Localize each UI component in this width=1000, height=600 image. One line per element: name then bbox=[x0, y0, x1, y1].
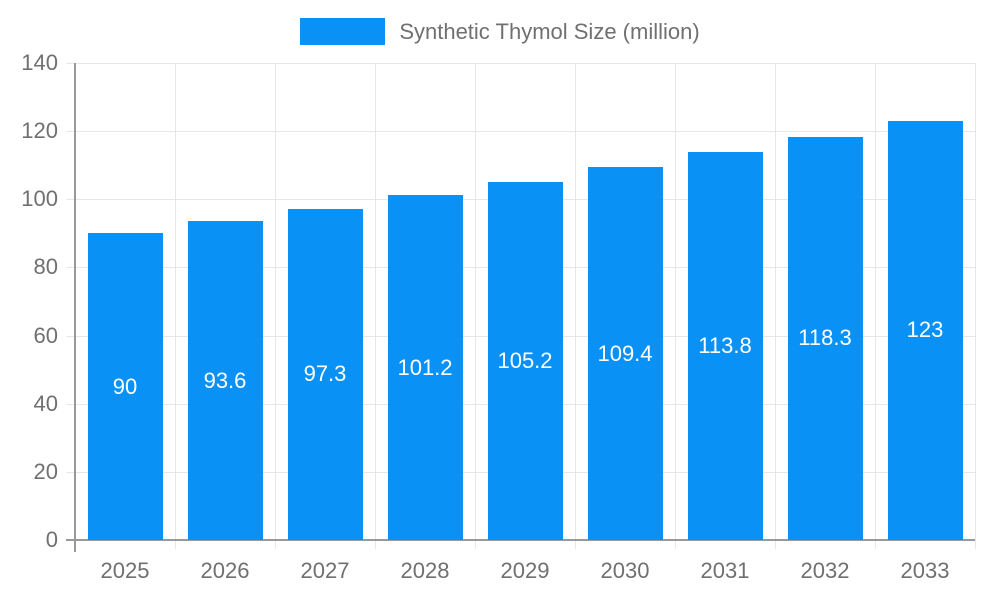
bar-value-label: 105.2 bbox=[497, 347, 553, 373]
x-gridline bbox=[275, 63, 276, 549]
bar-value-label: 123 bbox=[906, 317, 944, 343]
y-axis-tick-label: 80 bbox=[33, 254, 58, 280]
x-gridline bbox=[375, 63, 376, 549]
x-axis-line bbox=[66, 539, 975, 541]
x-gridline bbox=[675, 63, 676, 549]
y-axis-tick-label: 60 bbox=[33, 322, 58, 348]
bar-value-label: 113.8 bbox=[698, 333, 752, 359]
y-gridline bbox=[66, 131, 975, 133]
bar-2027[interactable]: 97.3 bbox=[287, 208, 363, 540]
bar-2029[interactable]: 105.2 bbox=[487, 181, 563, 540]
bar-2033[interactable]: 123 bbox=[887, 120, 963, 540]
bar-chart-plot-area: 90 93.6 97.3 101.2 105.2 109.4 113.8 118.3 123 bbox=[66, 63, 976, 552]
bar-value-label: 93.6 bbox=[203, 367, 247, 393]
x-gridline bbox=[875, 63, 876, 549]
x-axis-tick-label: 2031 bbox=[700, 558, 750, 583]
y-gridline bbox=[66, 63, 975, 64]
x-axis-tick-label: 2026 bbox=[200, 558, 250, 583]
y-axis-tick-label: 140 bbox=[21, 50, 58, 75]
legend-label: Synthetic Thymol Size (million) bbox=[399, 18, 700, 44]
legend-swatch bbox=[300, 18, 386, 45]
x-axis-tick-label: 2032 bbox=[800, 558, 850, 583]
y-axis-tick-label: 40 bbox=[33, 390, 58, 416]
x-gridline bbox=[175, 63, 176, 549]
x-gridline bbox=[975, 63, 976, 549]
y-axis-tick-label: 100 bbox=[21, 186, 58, 212]
bar-value-label: 90 bbox=[112, 373, 138, 399]
y-axis-tick-label: 120 bbox=[21, 118, 58, 144]
x-gridline bbox=[575, 63, 576, 549]
x-axis-tick-label: 2025 bbox=[100, 558, 150, 583]
x-gridline bbox=[475, 63, 476, 549]
bar-2032[interactable]: 118.3 bbox=[787, 136, 863, 540]
x-gridline bbox=[775, 63, 776, 549]
bar-2028[interactable]: 101.2 bbox=[387, 195, 463, 540]
x-axis-tick-label: 2027 bbox=[300, 558, 350, 583]
y-axis-line bbox=[74, 63, 76, 552]
bar-2025[interactable]: 90 bbox=[87, 233, 163, 540]
bar-2031[interactable]: 113.8 bbox=[687, 152, 763, 540]
x-axis-tick-label: 2028 bbox=[400, 558, 450, 583]
bar-value-label: 97.3 bbox=[303, 361, 347, 387]
x-axis-tick-label: 2033 bbox=[900, 558, 950, 583]
x-axis-tick-label: 2030 bbox=[600, 558, 650, 583]
y-axis-tick-label: 20 bbox=[33, 458, 58, 484]
bar-value-label: 109.4 bbox=[597, 340, 653, 366]
x-axis-tick-label: 2029 bbox=[500, 558, 550, 583]
bar-value-label: 101.2 bbox=[397, 354, 453, 380]
y-axis-tick-label: 0 bbox=[45, 527, 58, 552]
bar-2026[interactable]: 93.6 bbox=[187, 221, 263, 540]
bar-value-label: 118.3 bbox=[798, 325, 852, 351]
legend[interactable]: Synthetic Thymol Size (million) bbox=[0, 18, 1000, 45]
bar-2030[interactable]: 109.4 bbox=[587, 167, 663, 540]
